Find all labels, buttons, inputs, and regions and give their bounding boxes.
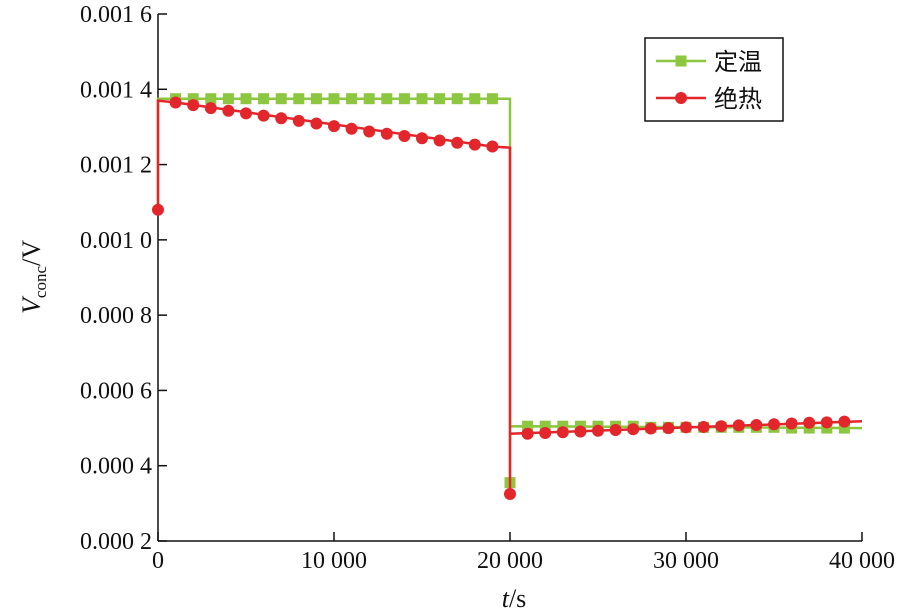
y-tick-label: 0.000 2 [80,529,152,555]
data-point [522,420,534,432]
data-point [398,93,410,105]
legend: 定温 绝热 [644,37,784,122]
x-tick-label: 0 [152,548,164,574]
data-point [416,132,428,145]
data-point [486,140,499,153]
data-point [187,93,199,105]
data-point [627,423,640,436]
legend-marker-1 [675,92,687,104]
data-point [838,415,851,428]
data-point [240,93,252,105]
data-point [521,427,534,440]
data-point [486,93,498,105]
data-point [697,420,710,433]
data-point [363,125,376,138]
data-point [310,117,323,130]
data-point [539,426,552,439]
data-point [205,93,217,105]
y-tick-label: 0.000 4 [80,454,152,480]
data-point [398,129,411,142]
x-tick-label: 40 000 [829,548,895,574]
data-point [275,112,288,125]
y-axis-title-sub: conc [31,266,50,299]
y-tick-label: 0.001 0 [80,228,152,254]
data-point [609,423,622,436]
data-point [152,203,164,216]
series-layer [152,93,863,500]
data-point [381,93,393,105]
data-point [434,93,446,105]
data-point [715,420,728,433]
data-point [346,93,358,105]
y-tick-label: 0.001 4 [80,77,152,103]
data-point [328,93,340,105]
data-point [574,425,587,438]
x-tick-label: 30 000 [653,548,719,574]
data-point [504,487,516,500]
y-axis-title-unit: /V [17,240,46,266]
x-tick-label: 10 000 [301,548,367,574]
data-point [293,93,305,105]
legend-label-1: 绝热 [714,85,762,113]
data-point [328,120,340,133]
data-point [363,93,375,105]
data-point [187,99,200,112]
data-point [345,122,358,135]
data-point [169,96,182,109]
x-axis-title: t/s [502,584,527,613]
data-point [662,422,675,435]
data-point [258,93,270,105]
data-point [680,421,692,434]
data-point [468,138,481,151]
data-point [240,107,252,120]
y-axis-title-main: V [17,295,46,314]
data-point [469,93,481,105]
y-tick-label: 0.001 6 [80,2,152,28]
data-point [803,416,816,429]
data-point [380,127,393,140]
y-tick-label: 0.001 2 [80,153,152,179]
data-point [768,418,780,431]
data-point [222,93,234,105]
data-point [204,102,217,115]
y-axis-title: Vconc/V [17,240,50,314]
data-point [539,420,551,432]
x-axis-title-main: t [502,584,510,613]
data-point [592,424,604,437]
series-1 [152,96,863,500]
data-point [275,93,287,105]
legend-label-0: 定温 [714,48,762,76]
data-point [785,417,798,430]
data-point [451,136,464,149]
data-point [433,134,446,147]
data-point [416,93,428,105]
data-point [556,426,569,439]
data-point [838,422,850,434]
data-point [557,420,569,432]
x-tick-label: 20 000 [477,548,543,574]
data-point [644,422,657,435]
data-point [222,104,235,117]
data-point [292,114,305,127]
legend-marker-0 [675,55,687,67]
data-point [257,109,270,122]
data-point [451,93,463,105]
y-tick-label: 0.000 6 [80,378,152,404]
axes: 0.000 2 0.000 4 0.000 6 0.000 8 0.001 0 0.001… [80,2,895,574]
y-tick-label: 0.000 8 [80,303,152,329]
data-point [820,416,833,429]
data-point [732,419,745,432]
data-point [310,93,322,105]
legend-box [644,37,784,122]
x-axis-title-unit: /s [509,584,526,613]
series-line-1 [156,99,863,494]
data-point [750,419,763,432]
